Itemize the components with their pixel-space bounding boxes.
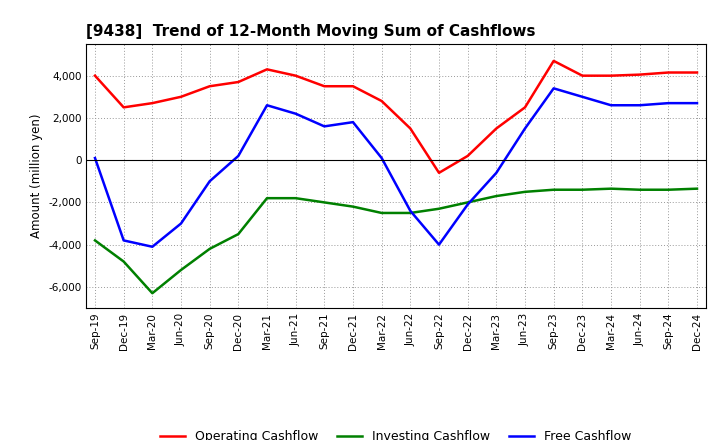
Investing Cashflow xyxy=(607,186,616,191)
Investing Cashflow xyxy=(464,200,472,205)
Free Cashflow xyxy=(635,103,644,108)
Operating Cashflow xyxy=(464,153,472,158)
Operating Cashflow xyxy=(693,70,701,75)
Investing Cashflow xyxy=(492,194,500,199)
Investing Cashflow xyxy=(549,187,558,192)
Line: Operating Cashflow: Operating Cashflow xyxy=(95,61,697,173)
Operating Cashflow xyxy=(521,105,529,110)
Free Cashflow xyxy=(435,242,444,247)
Operating Cashflow xyxy=(234,79,243,84)
Free Cashflow xyxy=(120,238,128,243)
Free Cashflow xyxy=(292,111,300,116)
Operating Cashflow xyxy=(377,99,386,104)
Operating Cashflow xyxy=(549,58,558,63)
Legend: Operating Cashflow, Investing Cashflow, Free Cashflow: Operating Cashflow, Investing Cashflow, … xyxy=(156,425,636,440)
Investing Cashflow xyxy=(292,195,300,201)
Line: Investing Cashflow: Investing Cashflow xyxy=(95,189,697,293)
Operating Cashflow xyxy=(635,72,644,77)
Operating Cashflow xyxy=(120,105,128,110)
Free Cashflow xyxy=(377,155,386,161)
Investing Cashflow xyxy=(406,210,415,216)
Free Cashflow xyxy=(176,221,185,226)
Investing Cashflow xyxy=(578,187,587,192)
Investing Cashflow xyxy=(377,210,386,216)
Investing Cashflow xyxy=(234,231,243,237)
Free Cashflow xyxy=(148,244,157,249)
Operating Cashflow xyxy=(664,70,672,75)
Operating Cashflow xyxy=(292,73,300,78)
Operating Cashflow xyxy=(176,94,185,99)
Investing Cashflow xyxy=(205,246,214,252)
Free Cashflow xyxy=(492,170,500,176)
Operating Cashflow xyxy=(492,126,500,131)
Investing Cashflow xyxy=(176,268,185,273)
Free Cashflow xyxy=(406,208,415,213)
Investing Cashflow xyxy=(521,189,529,194)
Investing Cashflow xyxy=(148,290,157,296)
Text: [9438]  Trend of 12-Month Moving Sum of Cashflows: [9438] Trend of 12-Month Moving Sum of C… xyxy=(86,24,536,39)
Free Cashflow xyxy=(521,126,529,131)
Operating Cashflow xyxy=(578,73,587,78)
Investing Cashflow xyxy=(693,186,701,191)
Operating Cashflow xyxy=(148,100,157,106)
Free Cashflow xyxy=(464,202,472,207)
Free Cashflow xyxy=(348,120,357,125)
Operating Cashflow xyxy=(435,170,444,176)
Operating Cashflow xyxy=(607,73,616,78)
Investing Cashflow xyxy=(120,259,128,264)
Free Cashflow xyxy=(91,155,99,161)
Free Cashflow xyxy=(693,100,701,106)
Free Cashflow xyxy=(205,179,214,184)
Investing Cashflow xyxy=(91,238,99,243)
Operating Cashflow xyxy=(205,84,214,89)
Free Cashflow xyxy=(234,153,243,158)
Y-axis label: Amount (million yen): Amount (million yen) xyxy=(30,114,42,238)
Operating Cashflow xyxy=(406,126,415,131)
Investing Cashflow xyxy=(263,195,271,201)
Investing Cashflow xyxy=(348,204,357,209)
Free Cashflow xyxy=(578,94,587,99)
Operating Cashflow xyxy=(348,84,357,89)
Free Cashflow xyxy=(263,103,271,108)
Investing Cashflow xyxy=(635,187,644,192)
Investing Cashflow xyxy=(320,200,328,205)
Investing Cashflow xyxy=(664,187,672,192)
Free Cashflow xyxy=(320,124,328,129)
Line: Free Cashflow: Free Cashflow xyxy=(95,88,697,247)
Operating Cashflow xyxy=(263,67,271,72)
Free Cashflow xyxy=(664,100,672,106)
Free Cashflow xyxy=(549,86,558,91)
Investing Cashflow xyxy=(435,206,444,211)
Operating Cashflow xyxy=(320,84,328,89)
Operating Cashflow xyxy=(91,73,99,78)
Free Cashflow xyxy=(607,103,616,108)
